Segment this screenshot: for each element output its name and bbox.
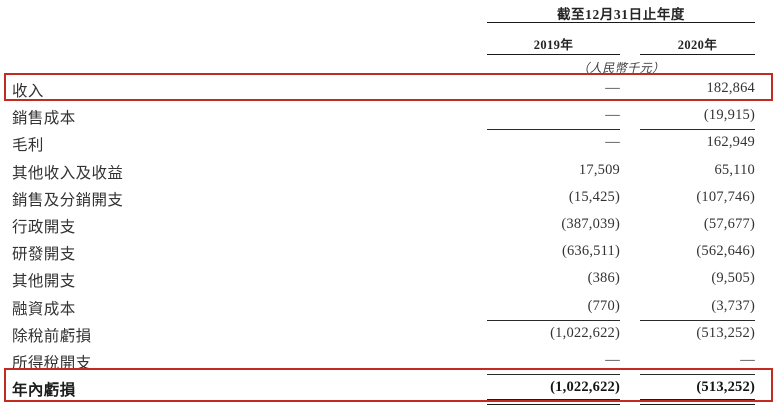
row-label: 年內虧損 xyxy=(12,382,76,400)
cell-2019: (636,511) xyxy=(561,243,620,260)
column-header-2019: 2019年 xyxy=(533,38,574,52)
cell-2020: (19,915) xyxy=(703,107,755,124)
total-double-rule-2020 xyxy=(640,399,755,406)
cell-2019: — xyxy=(605,134,620,151)
subtotal-rule-2020 xyxy=(640,319,755,321)
cell-2020: (9,505) xyxy=(711,270,755,287)
row-label: 融資成本 xyxy=(12,300,76,318)
row-label: 銷售及分銷開支 xyxy=(12,191,124,209)
cell-2020: (513,252) xyxy=(696,379,755,396)
row-label: 所得稅開支 xyxy=(12,355,92,372)
cell-2020: 182,864 xyxy=(706,80,755,96)
row-label: 行政開支 xyxy=(12,219,76,236)
header-top-rule xyxy=(487,22,755,24)
cell-2020: 162,949 xyxy=(706,134,755,151)
cell-2020: (57,677) xyxy=(703,216,755,232)
row-label: 除稅前虧損 xyxy=(12,327,92,345)
column-header-2020: 2020年 xyxy=(677,38,718,52)
cell-2020: (513,252) xyxy=(696,324,755,341)
cell-2019: (15,425) xyxy=(568,188,620,205)
column-header-rule-2020 xyxy=(640,54,755,56)
cell-2020: (3,737) xyxy=(711,297,755,314)
row-label: 收入 xyxy=(12,83,44,100)
cell-2019: (1,022,622) xyxy=(550,379,620,396)
row-label: 研發開支 xyxy=(12,246,76,264)
cell-2019: — xyxy=(605,352,620,368)
cell-2020: (562,646) xyxy=(696,243,755,260)
cell-2019: — xyxy=(605,80,620,96)
cell-2020: — xyxy=(740,352,755,368)
row-label: 毛利 xyxy=(12,137,44,155)
row-label: 其他開支 xyxy=(12,273,76,291)
cell-2019: 17,509 xyxy=(578,161,620,178)
subtotal-rule-2020 xyxy=(640,374,755,376)
cell-2019: (387,039) xyxy=(561,216,620,232)
cell-2019: (1,022,622) xyxy=(550,324,620,341)
subtotal-rule-2019 xyxy=(487,319,620,321)
total-double-rule-2019 xyxy=(487,399,620,406)
cell-2019: — xyxy=(605,107,620,124)
subtotal-rule-2019 xyxy=(487,129,620,131)
row-label: 銷售成本 xyxy=(12,110,76,128)
cell-2020: 65,110 xyxy=(714,161,755,178)
currency-unit-label: （人民幣千元） xyxy=(577,61,665,75)
cell-2019: (386) xyxy=(587,270,620,287)
subtotal-rule-2020 xyxy=(640,129,755,131)
row-label: 其他收入及收益 xyxy=(12,164,124,182)
cell-2019: (770) xyxy=(587,297,620,314)
subtotal-rule-2019 xyxy=(487,374,620,376)
column-header-rule-2019 xyxy=(487,54,620,56)
cell-2020: (107,746) xyxy=(696,188,755,205)
table-period-header: 截至12月31日止年度 xyxy=(556,7,686,22)
